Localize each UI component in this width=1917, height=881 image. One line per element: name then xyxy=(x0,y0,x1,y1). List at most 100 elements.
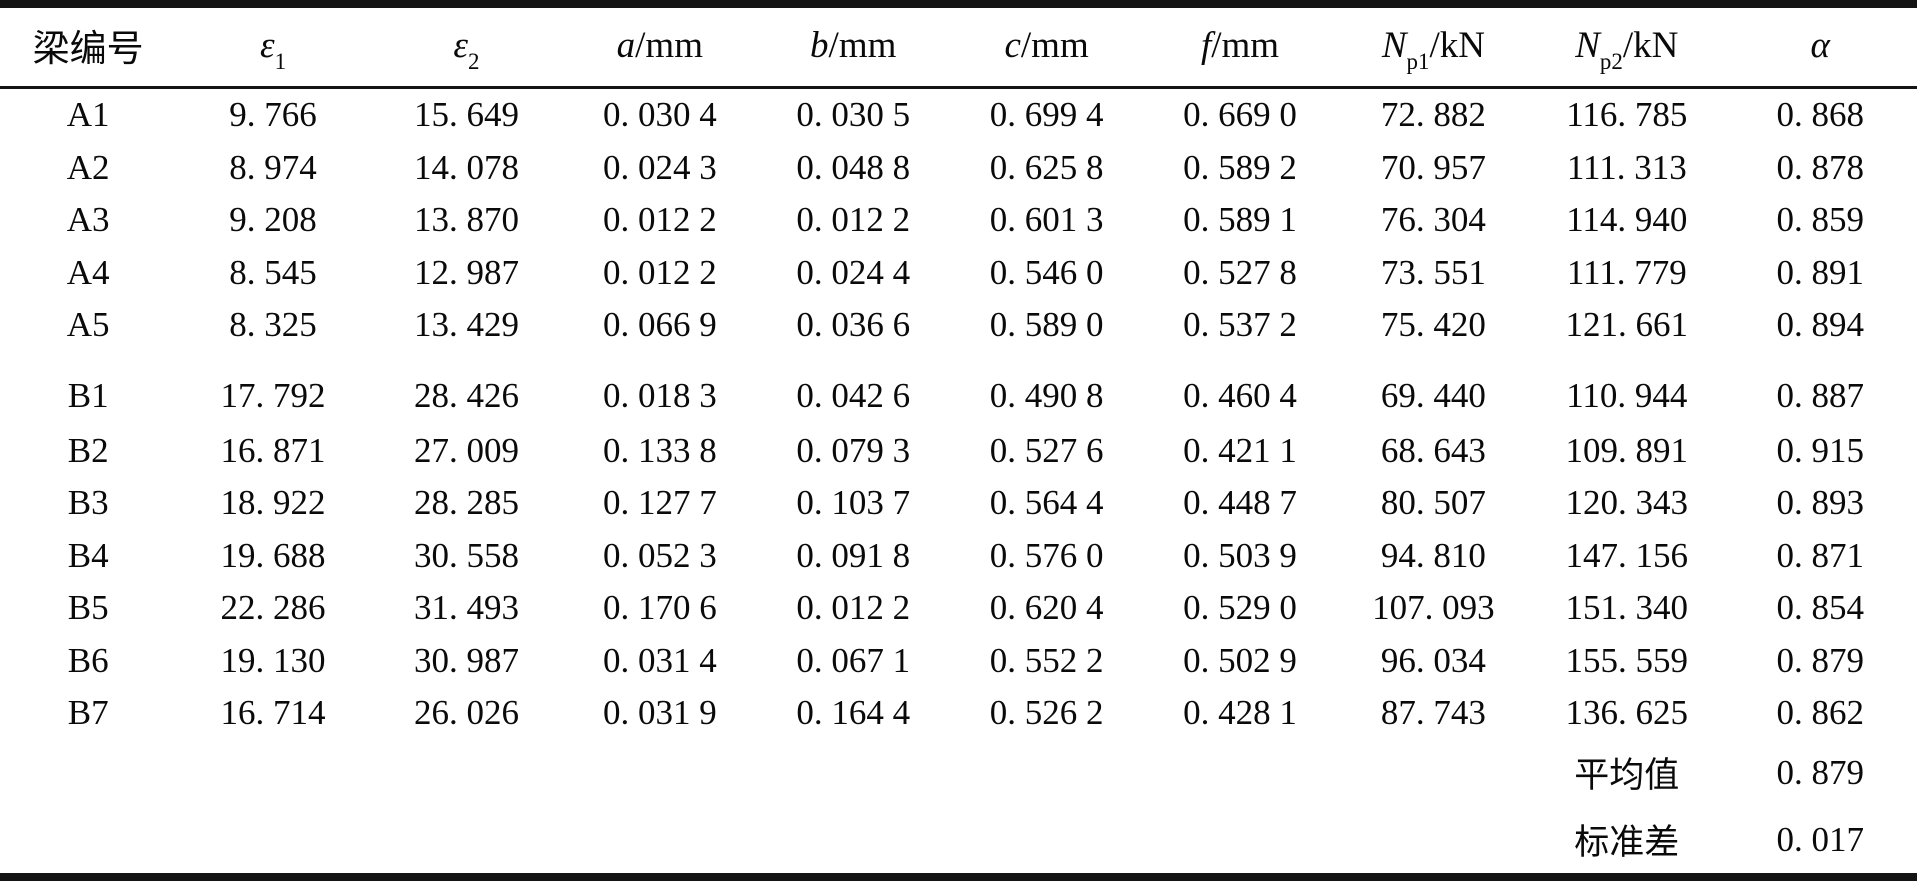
column-header-2: ε2 xyxy=(369,8,564,89)
header-variable: ε xyxy=(260,24,275,66)
table-cell: 96. 034 xyxy=(1380,640,1486,680)
table-cell: 0. 891 xyxy=(1776,252,1864,292)
table-cell: 116. 785 xyxy=(1566,95,1688,135)
table-cell: 0. 576 0 xyxy=(989,535,1104,575)
table-cell: 0. 048 8 xyxy=(796,148,911,188)
table-cell: 17. 792 xyxy=(220,376,326,416)
table-row: B4 19. 688 30. 558 0. 052 3 0. 091 8 0. 576 0… xyxy=(0,530,1917,582)
table-cell: 0. 428 1 xyxy=(1183,693,1297,733)
table-cell: 28. 426 xyxy=(413,376,519,416)
table-cell: 0. 854 xyxy=(1776,588,1864,628)
header-variable: α xyxy=(1810,24,1830,66)
table-cell: 0. 012 2 xyxy=(602,200,717,240)
table-row: B2 16. 871 27. 009 0. 133 8 0. 079 3 0. 527 6… xyxy=(0,425,1917,477)
table-cell: 111. 313 xyxy=(1566,148,1687,188)
table-cell: 18. 922 xyxy=(220,483,326,523)
table-row: A5 8. 325 13. 429 0. 066 9 0. 036 6 0. 589 0 0… xyxy=(0,299,1917,351)
table-cell: 0. 552 2 xyxy=(989,640,1104,680)
table-cell xyxy=(1337,739,1530,806)
table-cell: 0. 490 8 xyxy=(989,376,1104,416)
table-cell: 72. 882 xyxy=(1380,95,1486,135)
table-row: A3 9. 208 13. 870 0. 012 2 0. 012 2 0. 601 3 0… xyxy=(0,194,1917,246)
table-cell: 0. 893 xyxy=(1776,483,1864,523)
table-cell: 0. 699 4 xyxy=(989,95,1104,135)
table-cell: 121. 661 xyxy=(1565,305,1689,345)
header-variable: ε xyxy=(453,24,468,66)
column-header-4: b/mm xyxy=(756,8,950,89)
table-cell: 0. 589 1 xyxy=(1183,200,1297,240)
header-subscript: 2 xyxy=(468,49,480,75)
table-cell: 14. 078 xyxy=(413,148,519,188)
table-row: B5 22. 286 31. 493 0. 170 6 0. 012 2 0. 620 4… xyxy=(0,582,1917,634)
table-cell: 0. 164 4 xyxy=(796,693,911,733)
table-cell: 0. 036 6 xyxy=(796,305,911,345)
table-cell: 0. 091 8 xyxy=(796,535,911,575)
table-cell: 0. 546 0 xyxy=(989,252,1104,292)
header-unit: /kN xyxy=(1622,24,1679,66)
table-cell: 0. 625 8 xyxy=(989,148,1104,188)
table-cell xyxy=(176,739,369,806)
table-cell xyxy=(1143,806,1336,873)
table-cell: 0. 012 2 xyxy=(602,252,717,292)
summary-cell: 平均值 xyxy=(1574,756,1680,796)
table-cell: 114. 940 xyxy=(1566,200,1688,240)
table-cell: 0. 601 3 xyxy=(989,200,1104,240)
table-cell xyxy=(176,806,369,873)
beam-id-cell: B7 xyxy=(67,693,109,733)
table-cell: 0. 042 6 xyxy=(796,376,911,416)
table-cell: 0. 024 3 xyxy=(602,148,717,188)
table-cell: 76. 304 xyxy=(1380,200,1486,240)
header-unit: /mm xyxy=(1020,24,1089,66)
table-cell: 94. 810 xyxy=(1380,535,1486,575)
table-cell: 0. 868 xyxy=(1776,95,1864,135)
table-cell: 0. 031 9 xyxy=(602,693,717,733)
table-cell: 9. 766 xyxy=(229,95,317,135)
header-unit: /mm xyxy=(828,24,897,66)
table-cell: 16. 714 xyxy=(220,693,326,733)
table-cell: 8. 325 xyxy=(229,305,317,345)
beam-id-cell: B6 xyxy=(67,640,109,680)
table-cell xyxy=(370,806,563,873)
table-cell: 26. 026 xyxy=(413,693,519,733)
table-row: A4 8. 545 12. 987 0. 012 2 0. 024 4 0. 546 0 0… xyxy=(0,247,1917,299)
table-cell: 12. 987 xyxy=(413,252,519,292)
table-cell: 19. 130 xyxy=(220,640,326,680)
beam-id-cell: B4 xyxy=(67,535,109,575)
table-cell: 70. 957 xyxy=(1380,148,1486,188)
table-row: B6 19. 130 30. 987 0. 031 4 0. 067 1 0. 552 2… xyxy=(0,634,1917,686)
beam-id-cell: B5 xyxy=(67,588,109,628)
table-cell: 0. 529 0 xyxy=(1183,588,1297,628)
table-cell: 27. 009 xyxy=(413,431,519,471)
table-row: B1 17. 792 28. 426 0. 018 3 0. 042 6 0. 490 8… xyxy=(0,352,1917,425)
header-row: 梁编号 ε1 ε2 a/mm b/mm c/mm f/mm Np1/kN Np2/kN α xyxy=(0,8,1917,89)
table-cell: 0. 589 2 xyxy=(1183,148,1297,188)
table-body: A1 9. 766 15. 649 0. 030 4 0. 030 5 0. 699 4 0… xyxy=(0,88,1917,874)
table-cell: 0. 503 9 xyxy=(1183,535,1297,575)
column-header-8: Np2/kN xyxy=(1530,8,1724,89)
table-cell xyxy=(757,739,950,806)
table-cell: 0. 537 2 xyxy=(1183,305,1297,345)
table-cell: 0. 527 8 xyxy=(1183,252,1297,292)
header-variable: N xyxy=(1575,24,1600,66)
summary-row: 标准差 0. 017 xyxy=(0,806,1917,873)
beam-id-cell xyxy=(0,739,176,806)
header-variable: N xyxy=(1381,24,1407,66)
table-cell: 30. 558 xyxy=(413,535,519,575)
table-cell: 0. 894 xyxy=(1776,305,1864,345)
table-cell xyxy=(757,806,950,873)
table-cell: 147. 156 xyxy=(1565,535,1689,575)
table-cell: 8. 974 xyxy=(229,148,317,188)
table-cell: 120. 343 xyxy=(1565,483,1689,523)
table-cell: 31. 493 xyxy=(413,588,519,628)
table-cell xyxy=(1337,806,1530,873)
table-cell: 0. 448 7 xyxy=(1183,483,1297,523)
table-cell: 0. 012 2 xyxy=(796,200,911,240)
table-cell: 16. 871 xyxy=(220,431,326,471)
header-unit: /mm xyxy=(635,24,703,66)
table-cell xyxy=(1143,739,1336,806)
beam-id-cell: A3 xyxy=(66,200,110,240)
table-cell: 15. 649 xyxy=(413,95,519,135)
table-cell: 0. 887 xyxy=(1776,376,1864,416)
table-row: A1 9. 766 15. 649 0. 030 4 0. 030 5 0. 699 4 0… xyxy=(0,88,1917,142)
column-header-0: 梁编号 xyxy=(0,8,177,89)
